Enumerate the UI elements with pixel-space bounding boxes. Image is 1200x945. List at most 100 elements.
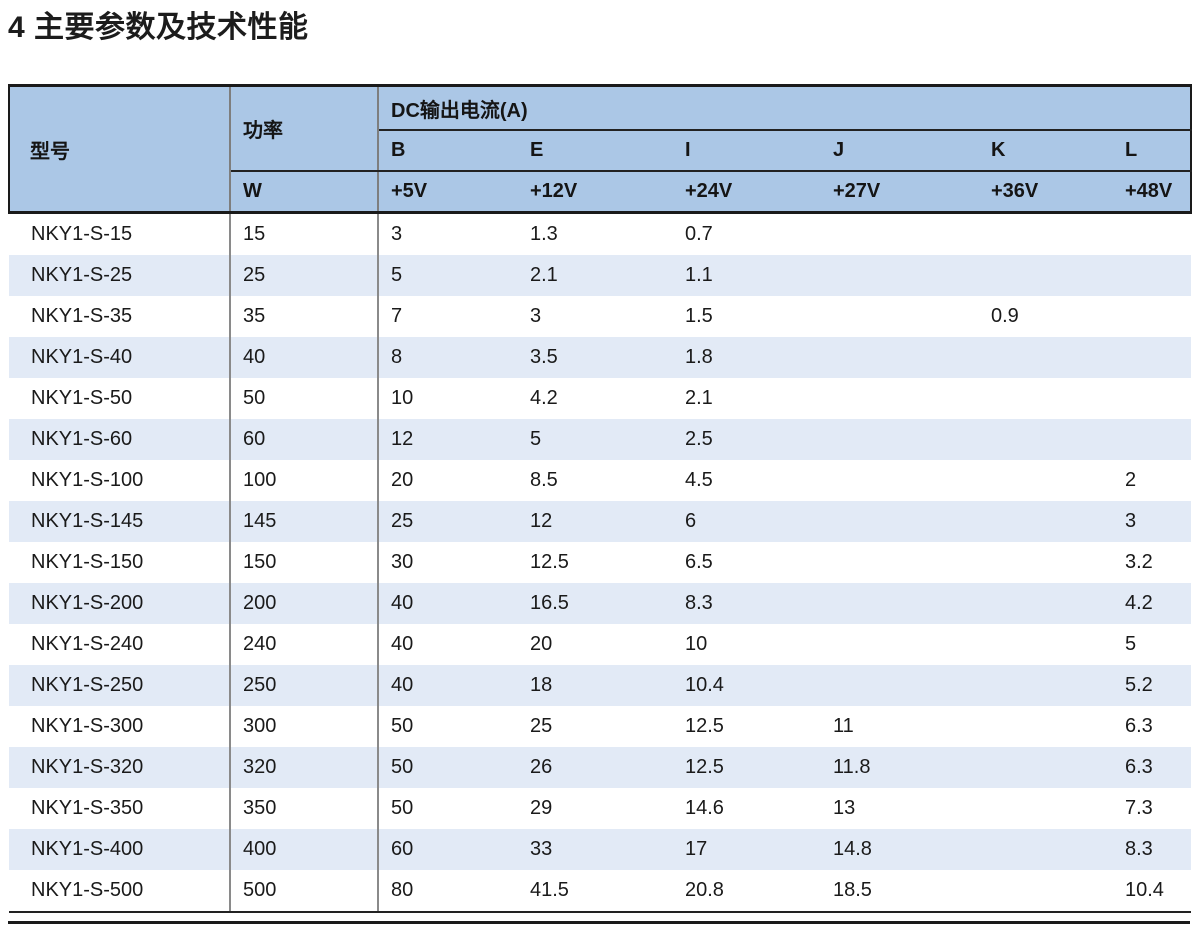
col-header-voltage-48v: +48V [1113, 171, 1192, 214]
power-cell: 250 [230, 665, 379, 706]
header-row-channels: B E I J K L [9, 130, 1192, 172]
table-row: NKY1-S-240 240 40 20 10 5 [9, 624, 1191, 665]
header-row-group: 型号 功率 DC输出电流(A) [8, 85, 1192, 214]
current-cell-l: 6.3 [1113, 747, 1191, 788]
current-cell-j: 11.8 [821, 747, 979, 788]
current-cell-k [979, 706, 1113, 747]
current-cell-e: 20 [518, 624, 673, 665]
current-cell-i: 10.4 [673, 665, 821, 706]
current-cell-j [821, 460, 979, 501]
current-cell-k [979, 870, 1113, 913]
current-cell-i: 6.5 [673, 542, 821, 583]
model-cell: NKY1-S-300 [9, 706, 231, 747]
current-cell-l: 10.4 [1113, 870, 1191, 913]
table-row: NKY1-S-300 300 50 25 12.5 11 6.3 [9, 706, 1191, 747]
model-cell: NKY1-S-35 [9, 296, 231, 337]
current-cell-b: 3 [378, 212, 518, 255]
model-cell: NKY1-S-200 [9, 583, 231, 624]
col-header-dc-group: DC输出电流(A) [378, 85, 1192, 131]
current-cell-b: 8 [378, 337, 518, 378]
model-cell: NKY1-S-240 [9, 624, 231, 665]
current-cell-k [979, 419, 1113, 460]
current-cell-k [979, 501, 1113, 542]
current-cell-b: 10 [378, 378, 518, 419]
current-cell-b: 40 [378, 624, 518, 665]
spec-table: 型号 功率 DC输出电流(A) B E I J K L W +5V +12V +… [8, 84, 1192, 913]
current-cell-l [1113, 212, 1191, 255]
current-cell-i: 4.5 [673, 460, 821, 501]
current-cell-j: 18.5 [821, 870, 979, 913]
current-cell-l: 2 [1113, 460, 1191, 501]
current-cell-e: 16.5 [518, 583, 673, 624]
col-header-channel-l: L [1113, 130, 1192, 172]
model-cell: NKY1-S-400 [9, 829, 231, 870]
table-header: 型号 功率 DC输出电流(A) B E I J K L W +5V +12V +… [8, 85, 1192, 214]
current-cell-l [1113, 255, 1191, 296]
current-cell-l: 3 [1113, 501, 1191, 542]
col-header-channel-b: B [378, 130, 518, 172]
table-row: NKY1-S-50 50 10 4.2 2.1 [9, 378, 1191, 419]
current-cell-e: 41.5 [518, 870, 673, 913]
current-cell-j [821, 583, 979, 624]
current-cell-k [979, 624, 1113, 665]
current-cell-j [821, 624, 979, 665]
col-header-voltage-36v: +36V [979, 171, 1113, 214]
current-cell-k [979, 337, 1113, 378]
model-cell: NKY1-S-320 [9, 747, 231, 788]
current-cell-k: 0.9 [979, 296, 1113, 337]
current-cell-l [1113, 378, 1191, 419]
power-cell: 400 [230, 829, 379, 870]
current-cell-j [821, 212, 979, 255]
current-cell-e: 26 [518, 747, 673, 788]
current-cell-e: 29 [518, 788, 673, 829]
current-cell-e: 3 [518, 296, 673, 337]
model-cell: NKY1-S-350 [9, 788, 231, 829]
power-cell: 300 [230, 706, 379, 747]
current-cell-i: 1.8 [673, 337, 821, 378]
current-cell-e: 18 [518, 665, 673, 706]
current-cell-l [1113, 337, 1191, 378]
current-cell-i: 17 [673, 829, 821, 870]
current-cell-e: 33 [518, 829, 673, 870]
current-cell-i: 14.6 [673, 788, 821, 829]
power-cell: 240 [230, 624, 379, 665]
table-row: NKY1-S-40 40 8 3.5 1.8 [9, 337, 1191, 378]
table-row: NKY1-S-500 500 80 41.5 20.8 18.5 10.4 [9, 870, 1191, 913]
power-cell: 35 [230, 296, 379, 337]
current-cell-k [979, 665, 1113, 706]
current-cell-l [1113, 296, 1191, 337]
current-cell-e: 4.2 [518, 378, 673, 419]
current-cell-k [979, 747, 1113, 788]
current-cell-l: 5 [1113, 624, 1191, 665]
model-cell: NKY1-S-145 [9, 501, 231, 542]
current-cell-k [979, 829, 1113, 870]
current-cell-i: 12.5 [673, 706, 821, 747]
current-cell-i: 12.5 [673, 747, 821, 788]
current-cell-i: 1.5 [673, 296, 821, 337]
power-cell: 145 [230, 501, 379, 542]
model-cell: NKY1-S-40 [9, 337, 231, 378]
power-cell: 150 [230, 542, 379, 583]
current-cell-l: 4.2 [1113, 583, 1191, 624]
table-row: NKY1-S-100 100 20 8.5 4.5 2 [9, 460, 1191, 501]
current-cell-e: 2.1 [518, 255, 673, 296]
model-cell: NKY1-S-150 [9, 542, 231, 583]
current-cell-b: 50 [378, 706, 518, 747]
current-cell-l: 7.3 [1113, 788, 1191, 829]
current-cell-l: 6.3 [1113, 706, 1191, 747]
power-cell: 15 [230, 212, 379, 255]
current-cell-b: 12 [378, 419, 518, 460]
col-header-voltage-5v: +5V [378, 171, 518, 214]
current-cell-j [821, 337, 979, 378]
power-cell: 320 [230, 747, 379, 788]
current-cell-j: 13 [821, 788, 979, 829]
power-cell: 200 [230, 583, 379, 624]
current-cell-b: 40 [378, 583, 518, 624]
current-cell-b: 50 [378, 788, 518, 829]
table-row: NKY1-S-60 60 12 5 2.5 [9, 419, 1191, 460]
model-cell: NKY1-S-25 [9, 255, 231, 296]
current-cell-i: 1.1 [673, 255, 821, 296]
current-cell-j [821, 665, 979, 706]
current-cell-k [979, 255, 1113, 296]
current-cell-i: 8.3 [673, 583, 821, 624]
